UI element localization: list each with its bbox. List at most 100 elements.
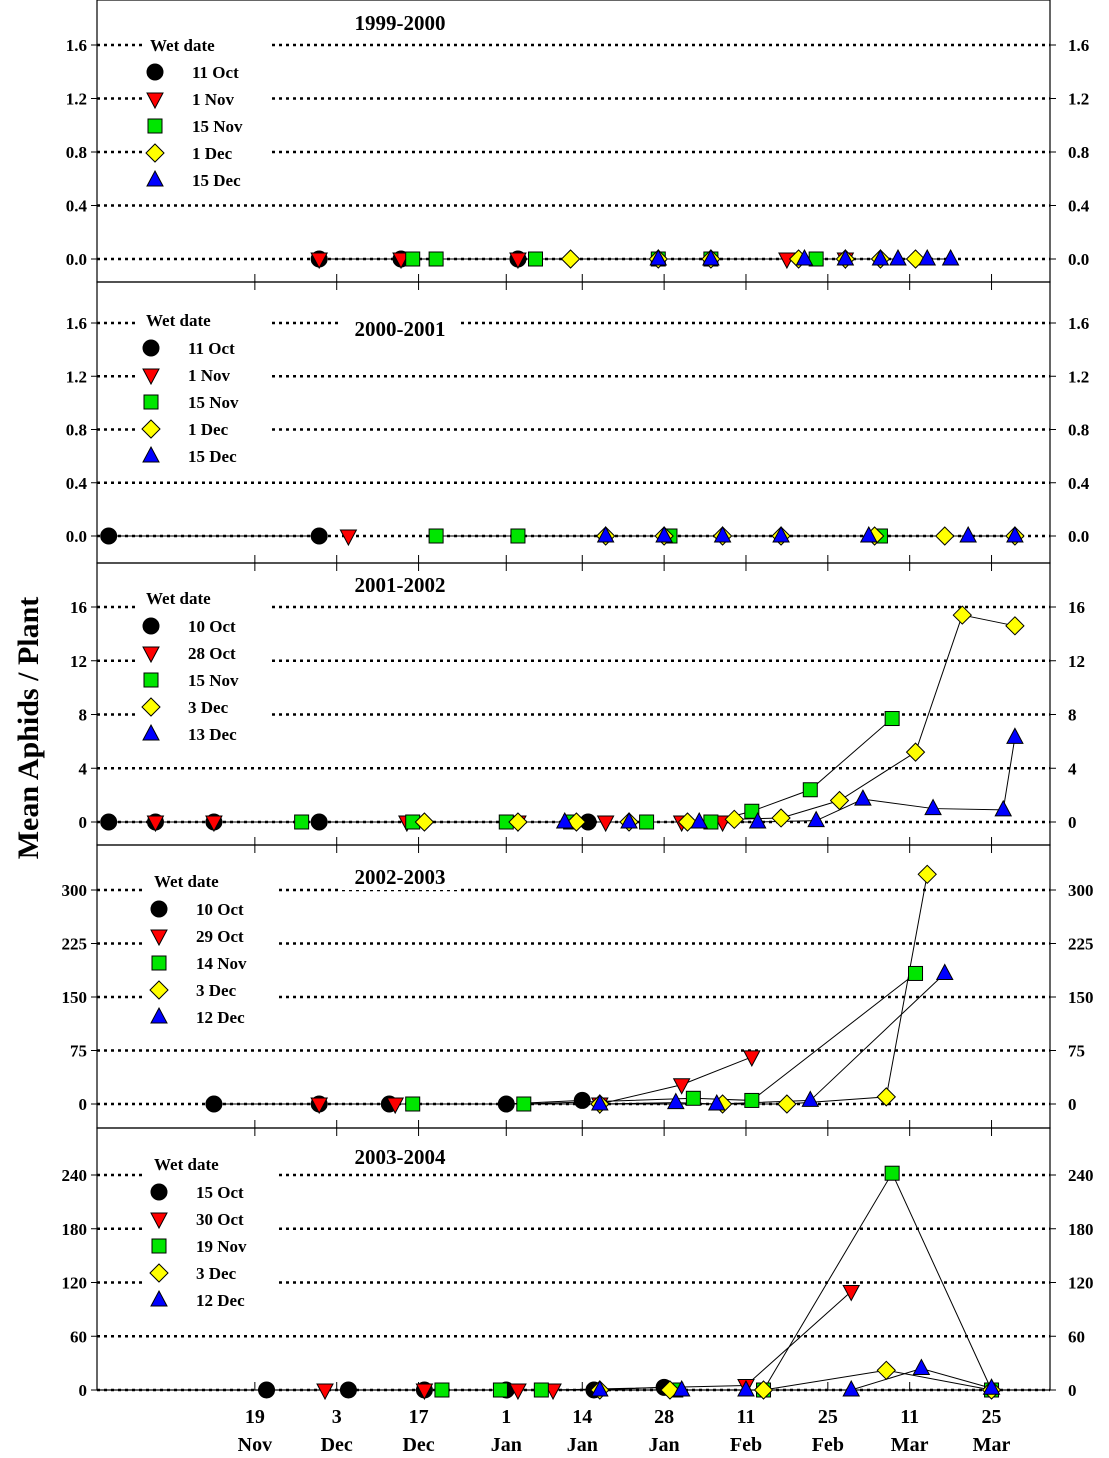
legend-label: 15 Dec: [192, 171, 241, 190]
data-point-square: [908, 965, 924, 981]
data-point-triangle_down: [742, 1050, 761, 1067]
y-tick-label-right: 1.2: [1068, 90, 1089, 109]
y-tick-label-right: 300: [1068, 881, 1094, 900]
data-point-circle: [339, 1381, 357, 1399]
data-point-triangle_up: [707, 1093, 726, 1111]
data-point-circle: [100, 527, 118, 545]
legend-label: 1 Dec: [192, 144, 233, 163]
y-tick-label-left: 1.2: [66, 90, 87, 109]
legend-marker-square: [147, 118, 163, 134]
data-point-circle: [205, 1095, 223, 1113]
data-point-triangle_up: [859, 525, 878, 543]
y-tick-label-left: 0.0: [66, 250, 87, 269]
data-point-square: [516, 1096, 532, 1112]
legend-marker-square: [143, 394, 159, 410]
data-point-triangle_down: [310, 1097, 329, 1115]
legend: Wet date 11 Oct 1 Nov 15 Nov 1 Dec 15 Dec: [138, 304, 268, 466]
legend-label: 15 Dec: [188, 447, 237, 466]
legend-marker-circle: [146, 63, 164, 81]
data-point-square: [884, 1165, 900, 1181]
legend-label: 3 Dec: [196, 981, 237, 1000]
legend: Wet date 15 Oct 30 Oct 19 Nov 3 Dec 12 Dec: [146, 1148, 276, 1310]
data-point-triangle_down: [672, 1078, 691, 1095]
y-tick-label-right: 180: [1068, 1220, 1094, 1239]
y-tick-label-right: 1.6: [1068, 36, 1089, 55]
x-tick-label-month: Feb: [812, 1434, 844, 1456]
data-point-square: [533, 1382, 549, 1398]
data-point-square: [294, 814, 310, 830]
legend-marker-circle: [150, 900, 168, 918]
legend-label: 10 Oct: [196, 900, 244, 919]
title-background: [340, 572, 460, 598]
y-tick-label-right: 1.6: [1068, 314, 1089, 333]
data-point-square: [884, 711, 900, 727]
legend-marker-square: [151, 955, 167, 971]
data-point-triangle_up: [836, 248, 855, 266]
data-point-triangle_down: [146, 815, 165, 833]
title-background: [340, 864, 460, 890]
y-tick-label-right: 0: [1068, 1095, 1077, 1114]
legend-label: 15 Nov: [192, 117, 243, 136]
legend-label: 3 Dec: [196, 1264, 237, 1283]
legend-marker-square: [151, 1238, 167, 1254]
x-tick-label-day: 28: [654, 1406, 674, 1428]
legend-marker-triangle_down: [142, 646, 160, 664]
y-tick-label-left: 0.4: [66, 474, 88, 493]
data-point-diamond: [724, 809, 744, 830]
data-point-triangle_up: [935, 963, 954, 980]
x-tick-label-day: 3: [332, 1406, 342, 1428]
legend-label: 3 Dec: [188, 698, 229, 717]
x-tick-label-month: Dec: [402, 1434, 434, 1456]
data-point-square: [744, 803, 760, 819]
legend: Wet date 10 Oct 29 Oct 14 Nov 3 Dec 12 Dec: [146, 865, 276, 1027]
legend-marker-circle: [142, 617, 160, 635]
y-tick-label-right: 0.0: [1068, 250, 1089, 269]
data-point-triangle_up: [889, 248, 907, 266]
legend-label: 1 Dec: [188, 420, 229, 439]
data-point-triangle_up: [842, 1379, 861, 1397]
legend-label: 1 Nov: [188, 366, 231, 385]
data-point-triangle_down: [205, 815, 223, 833]
y-tick-label-right: 150: [1068, 988, 1094, 1007]
data-point-triangle_down: [339, 529, 358, 547]
data-point-triangle_up: [994, 799, 1013, 817]
data-point-diamond: [876, 1087, 897, 1107]
legend-label: 14 Nov: [196, 954, 247, 973]
legend-background: [142, 28, 272, 188]
panel-title: 2000-2001: [355, 317, 446, 341]
data-point-triangle_up: [924, 798, 942, 816]
data-point-triangle_up: [555, 811, 574, 829]
series-group: [205, 864, 954, 1115]
legend-marker-triangle_up: [150, 1006, 168, 1024]
y-tick-label-left: 225: [62, 935, 88, 954]
y-tick-label-left: 180: [62, 1220, 88, 1239]
data-point-triangle_up: [596, 525, 615, 543]
legend-label: 15 Nov: [188, 671, 239, 690]
legend-marker-triangle_up: [142, 445, 160, 463]
legend-label: 12 Dec: [196, 1291, 245, 1310]
y-tick-label-right: 240: [1068, 1166, 1094, 1185]
legend-label: 11 Oct: [188, 339, 235, 358]
legend: Wet date 11 Oct 1 Nov 15 Nov 1 Dec 15 Dec: [142, 28, 272, 190]
y-tick-label-right: 0.8: [1068, 421, 1089, 440]
legend-marker-diamond: [141, 419, 161, 439]
data-point-square: [802, 782, 818, 798]
legend-background: [146, 865, 276, 1025]
x-tick-label-month: Feb: [730, 1434, 762, 1456]
data-point-triangle_down: [509, 252, 527, 270]
legend-title: Wet date: [146, 589, 211, 608]
legend-title: Wet date: [150, 36, 215, 55]
series-line-diamond: [599, 874, 928, 1105]
panels-group: 0.0 0.0 0.4 0.4 0.8 0.8 1.2 1.2 1.6 1.6 Wet date 11…: [62, 0, 1094, 1401]
legend-marker-diamond: [149, 980, 169, 1000]
legend-label: 13 Dec: [188, 725, 237, 744]
y-tick-label-right: 0.0: [1068, 527, 1089, 546]
legend-marker-triangle_down: [142, 368, 160, 386]
data-point-triangle_down: [392, 252, 410, 270]
x-tick-label-day: 11: [900, 1406, 919, 1428]
data-point-diamond: [771, 808, 791, 828]
data-point-triangle_down: [596, 815, 615, 833]
data-point-triangle_up: [620, 811, 638, 829]
y-tick-label-left: 0: [79, 1095, 88, 1114]
